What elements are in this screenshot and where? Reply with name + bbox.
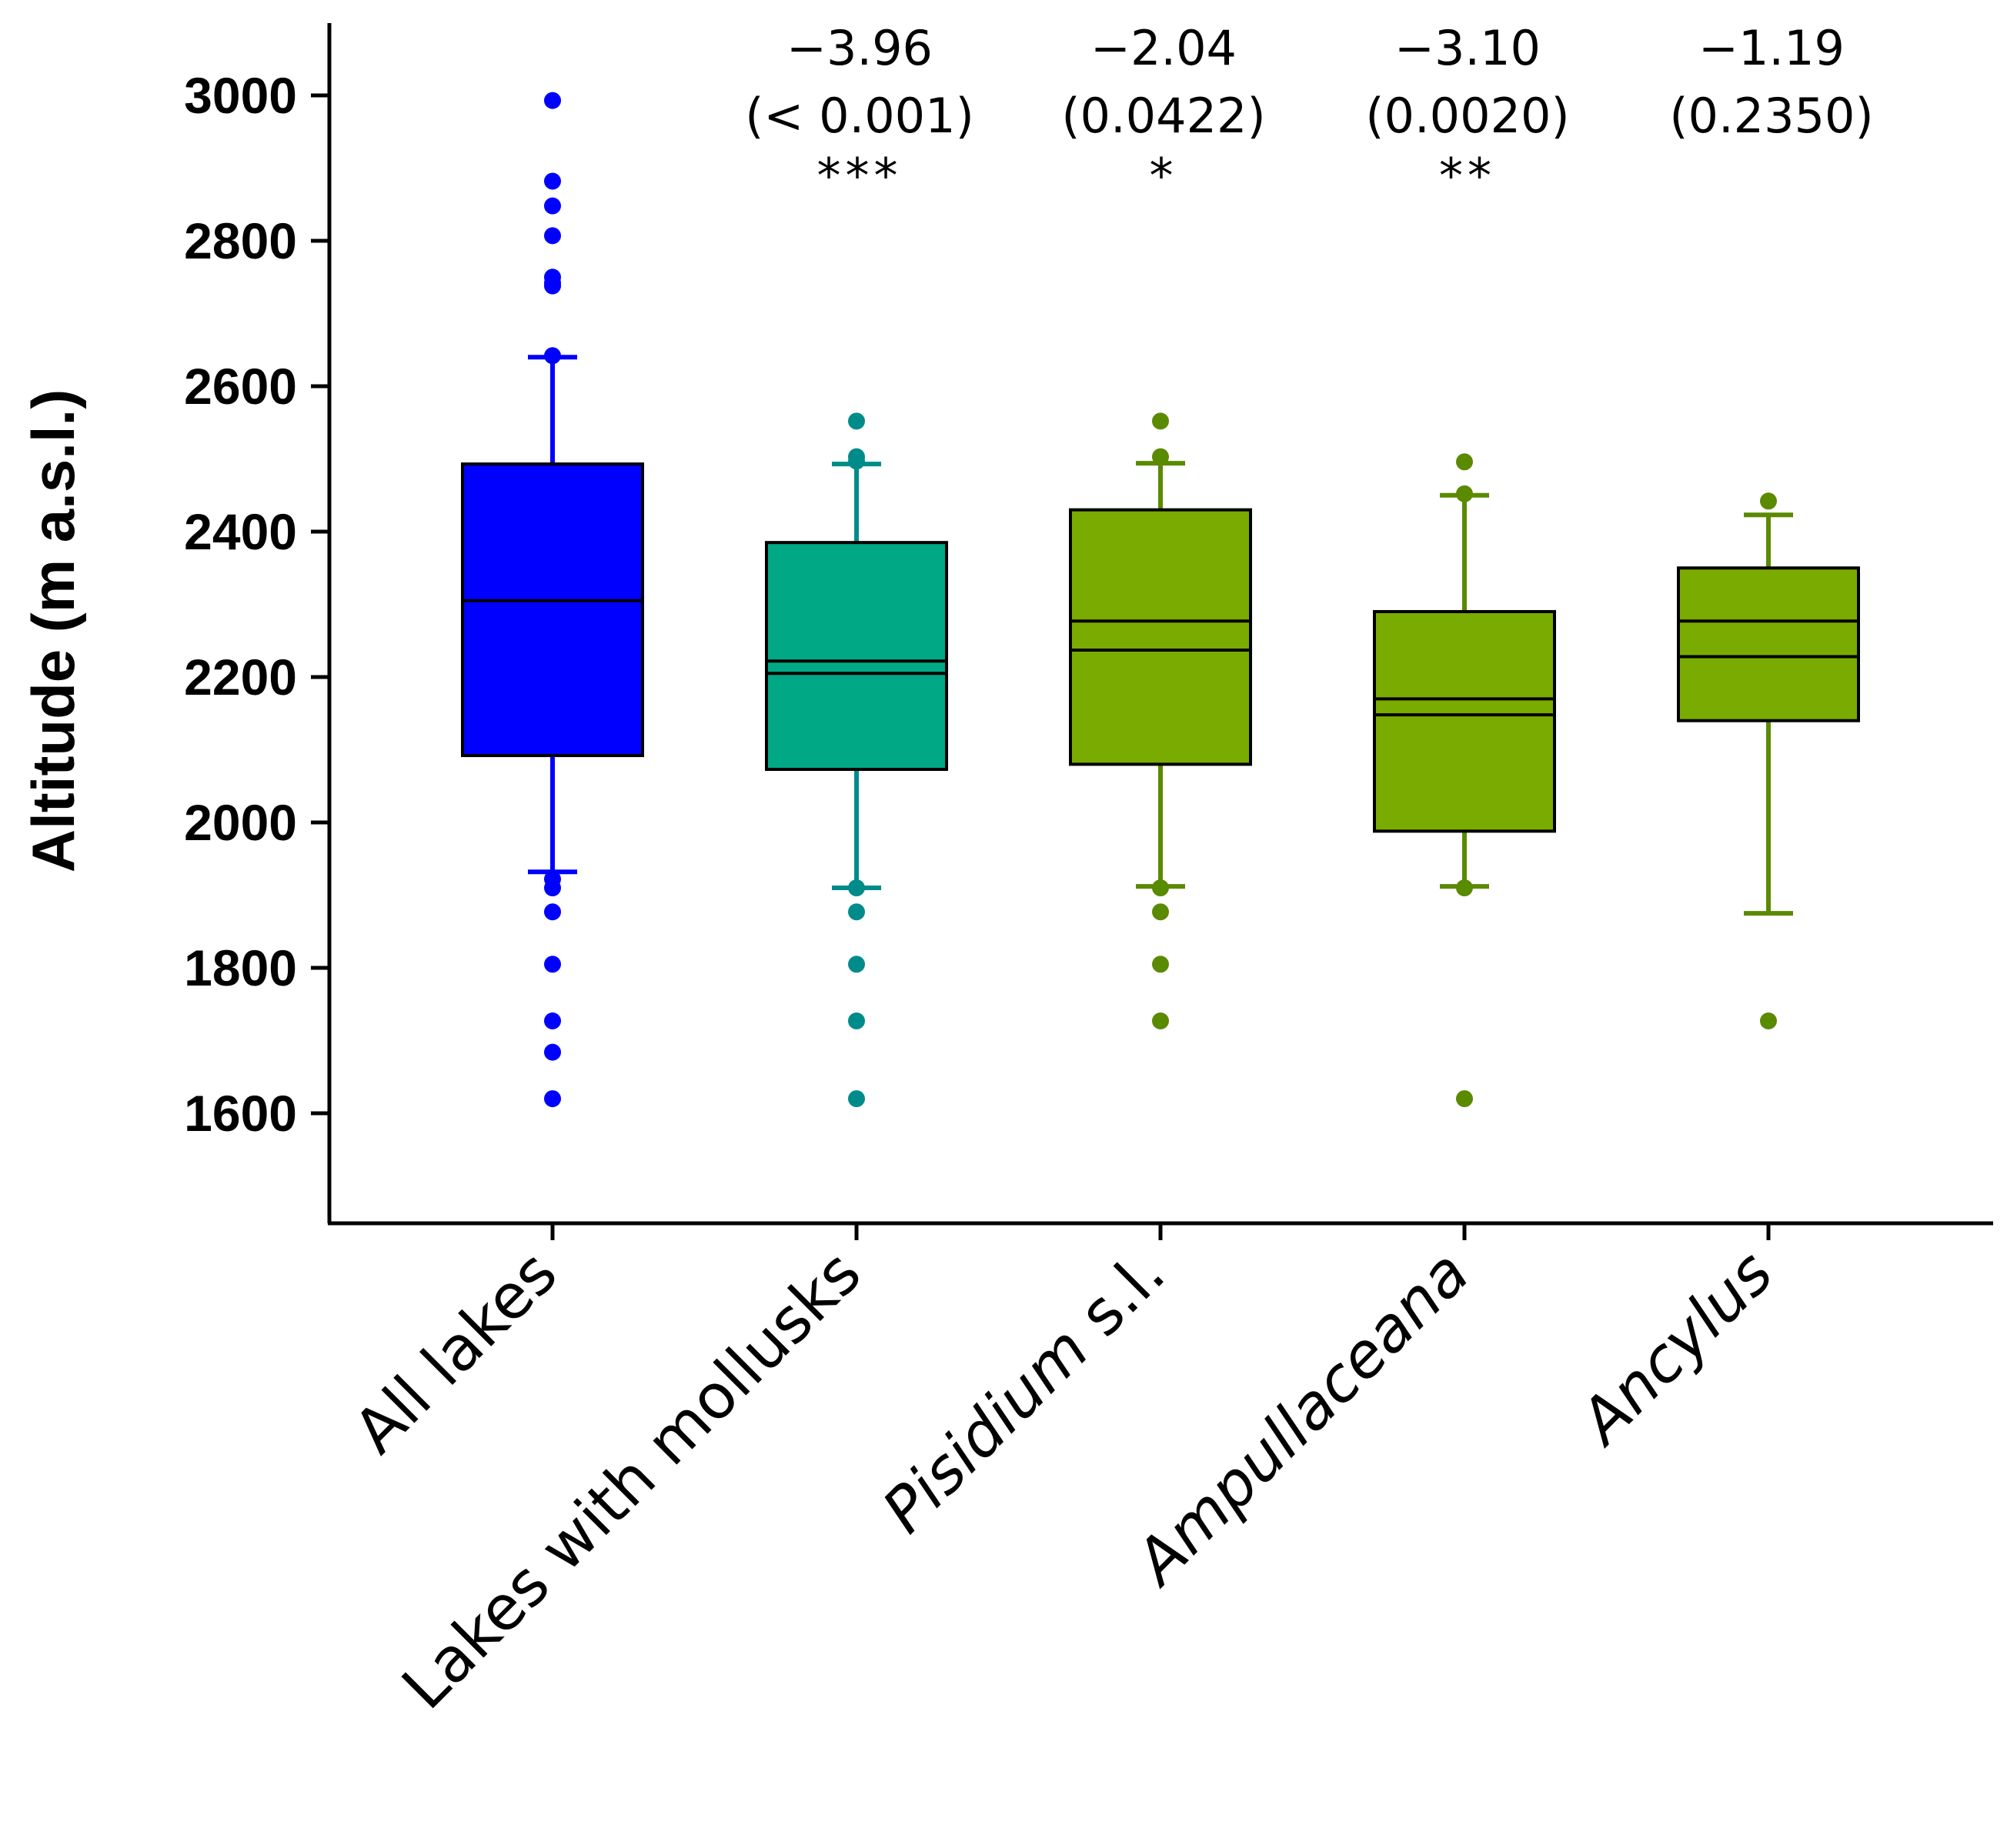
outlier-point [544,92,561,109]
significance-stars: * [1150,148,1178,204]
outlier-point [544,347,561,365]
significance-stars: ** [1439,148,1496,204]
outlier-point [1456,485,1473,502]
p-value: (< 0.001) [745,88,974,144]
outlier-point [544,879,561,897]
outlier-point [544,1012,561,1029]
p-value: (0.0422) [1061,88,1265,144]
y-tick-label: 1800 [184,939,297,996]
stat-value: −3.96 [786,20,933,76]
outlier-point [1760,492,1777,510]
outlier-point [1456,879,1473,897]
outlier-point [848,452,865,470]
x-tick-label: Ancylus [1564,1237,1786,1459]
x-tick-label-italic: Pisidium [869,1313,1102,1546]
y-tick-label: 2400 [184,503,297,560]
outlier-point [1152,448,1169,465]
y-tick-label: 2800 [184,212,297,269]
outlier-point [848,1090,865,1108]
y-axis-label: Altitude (m a.s.l.) [19,389,87,872]
x-tick-label-plain: All lakes [340,1237,570,1467]
outlier-point [544,172,561,190]
outlier-point [1152,956,1169,973]
outlier-point [544,1043,561,1061]
outlier-point [848,1012,865,1029]
outlier-point [544,1090,561,1108]
outlier-point [544,956,561,973]
stat-value: −3.10 [1394,20,1541,76]
outlier-point [848,879,865,897]
outlier-point [1456,453,1473,471]
y-tick-label: 3000 [184,67,297,124]
outlier-point [1152,1012,1169,1029]
box [1677,566,1860,722]
y-tick-label: 2600 [184,358,297,415]
outlier-point [1152,903,1169,921]
outlier-point [544,277,561,295]
y-tick-label: 1600 [184,1085,297,1142]
outlier-point [1760,1012,1777,1029]
outlier-point [848,956,865,973]
y-tick-label: 2000 [184,794,297,851]
p-value: (0.2350) [1669,88,1873,144]
outlier-point [848,903,865,921]
box [1373,609,1556,833]
stat-value: −2.04 [1090,20,1237,76]
box [1069,508,1252,766]
outlier-point [544,227,561,245]
box [765,541,948,772]
significance-stars: *** [817,148,903,204]
outlier-point [1152,412,1169,430]
y-tick-label: 2200 [184,649,297,706]
plot-area: 1600 1800 2000 2200 2400 2600 2800 3000 Altitude… [19,20,1993,1723]
outlier-point [848,412,865,430]
outlier-point [544,197,561,215]
stat-value: −1.19 [1698,20,1845,76]
p-value: (0.0020) [1365,88,1569,144]
outlier-point [544,903,561,921]
x-tick-label: Pisidium s.l. [869,1237,1178,1546]
box [461,462,644,758]
x-tick-label: All lakes [340,1237,570,1467]
outlier-point [1456,1090,1473,1108]
x-tick-label-italic: Ancylus [1564,1237,1786,1459]
outlier-point [1152,879,1169,897]
